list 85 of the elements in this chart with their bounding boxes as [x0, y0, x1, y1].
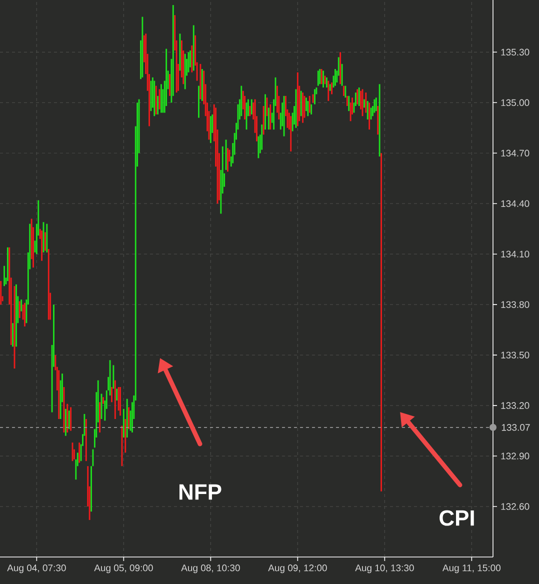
candlestick: [201, 68, 203, 101]
candlestick: [365, 92, 367, 113]
candlestick: [250, 99, 252, 114]
candlestick: [344, 86, 346, 98]
y-tick-label: 132.60: [501, 503, 530, 510]
candlestick: [114, 380, 116, 420]
candlestick: [310, 104, 312, 114]
candlestick: [191, 45, 193, 72]
candlestick: [258, 136, 260, 158]
candlestick: [0, 281, 2, 305]
candlestick: [200, 64, 202, 100]
y-tick-label: 134.70: [501, 150, 530, 156]
candlestick: [261, 124, 263, 150]
candlestick: [46, 224, 48, 252]
y-tick-label: 133.20: [501, 402, 530, 409]
candlestick: [20, 300, 22, 312]
candlestick: [249, 106, 251, 116]
candlestick: [112, 365, 114, 389]
candlestick: [124, 419, 126, 453]
candlestick: [268, 108, 270, 130]
candlestick: [102, 397, 104, 404]
candlestick: [320, 68, 322, 84]
candlestick: [319, 68, 321, 84]
y-tick-label: 133.80: [501, 301, 530, 308]
candlestick: [48, 249, 50, 320]
candlestick: [66, 404, 68, 432]
candlestick: [329, 84, 331, 91]
candlestick: [290, 116, 292, 152]
candlestick: [6, 247, 8, 282]
ref-line-label: 133.07: [502, 424, 530, 431]
x-tick-label: Aug 09, 12:00: [268, 564, 327, 574]
y-tick-label: 135.30: [501, 48, 530, 56]
candlestick: [296, 72, 298, 126]
candlestick: [378, 84, 380, 156]
candlestick: [348, 96, 350, 112]
candlestick: [184, 54, 186, 90]
candlestick: [300, 90, 302, 116]
candlestick: [328, 80, 330, 101]
candlestick: [154, 80, 156, 116]
candlestick: [308, 96, 310, 113]
candlestick: [70, 407, 72, 431]
candlestick: [12, 323, 14, 347]
candlestick: [15, 284, 17, 347]
candlestick: [346, 96, 348, 106]
candlestick: [366, 100, 368, 120]
candlestick: [64, 408, 66, 436]
y-tick-label: 134.10: [501, 250, 530, 258]
candlestick: [307, 100, 309, 116]
candlestick: [377, 106, 379, 135]
x-tick-label: Aug 04, 07:30: [7, 564, 66, 574]
candlestick: [78, 442, 80, 463]
candlestick: [356, 89, 358, 104]
candlestick: [326, 77, 328, 88]
candlestick: [155, 86, 157, 114]
candlestick: [68, 410, 70, 430]
candlestick: [358, 88, 360, 106]
x-tick-label: Aug 05, 09:00: [94, 564, 153, 574]
y-tick-label: 135.00: [501, 99, 530, 106]
candlestick: [116, 388, 118, 400]
y-tick-label: 134.40: [501, 200, 530, 207]
candlestick: [262, 106, 264, 135]
x-tick-label: Aug 08, 10:30: [181, 564, 240, 574]
annotation: NFP: [179, 484, 222, 500]
y-tick-label: 132.90: [501, 452, 530, 460]
candlestick: [331, 82, 333, 94]
candlestick: [157, 96, 159, 114]
candlestick: [270, 104, 272, 130]
annotation: CPI: [440, 510, 474, 526]
candlestick: [142, 16, 144, 78]
candlestick: [375, 98, 377, 112]
candlestick: [368, 102, 370, 130]
candlestick: [374, 99, 376, 113]
x-tick-label: Aug 10, 13:30: [355, 564, 414, 574]
candlestick: [240, 86, 242, 116]
candlestick: [317, 70, 319, 86]
candlestick: [210, 116, 212, 144]
candlestick: [192, 25, 194, 71]
candlestick: [85, 419, 87, 462]
x-tick-label: Aug 11, 15:00: [442, 564, 501, 574]
y-tick-label: 133.50: [501, 352, 530, 358]
candlestick: [58, 370, 60, 420]
candlestick: [126, 398, 128, 438]
candlestick: [122, 408, 124, 438]
candlestick: [340, 52, 342, 84]
candlestick: [18, 301, 20, 318]
